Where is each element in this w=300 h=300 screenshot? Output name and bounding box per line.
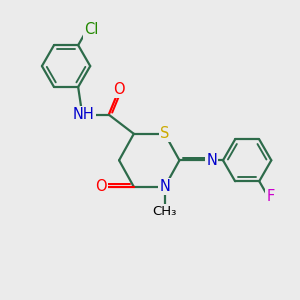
Text: NH: NH [73, 107, 94, 122]
Text: S: S [160, 126, 169, 141]
Text: F: F [266, 189, 275, 204]
Text: N: N [159, 179, 170, 194]
Text: Cl: Cl [84, 22, 99, 38]
Text: O: O [96, 179, 107, 194]
Text: CH₃: CH₃ [152, 205, 177, 218]
Text: O: O [113, 82, 125, 97]
Text: N: N [206, 153, 217, 168]
